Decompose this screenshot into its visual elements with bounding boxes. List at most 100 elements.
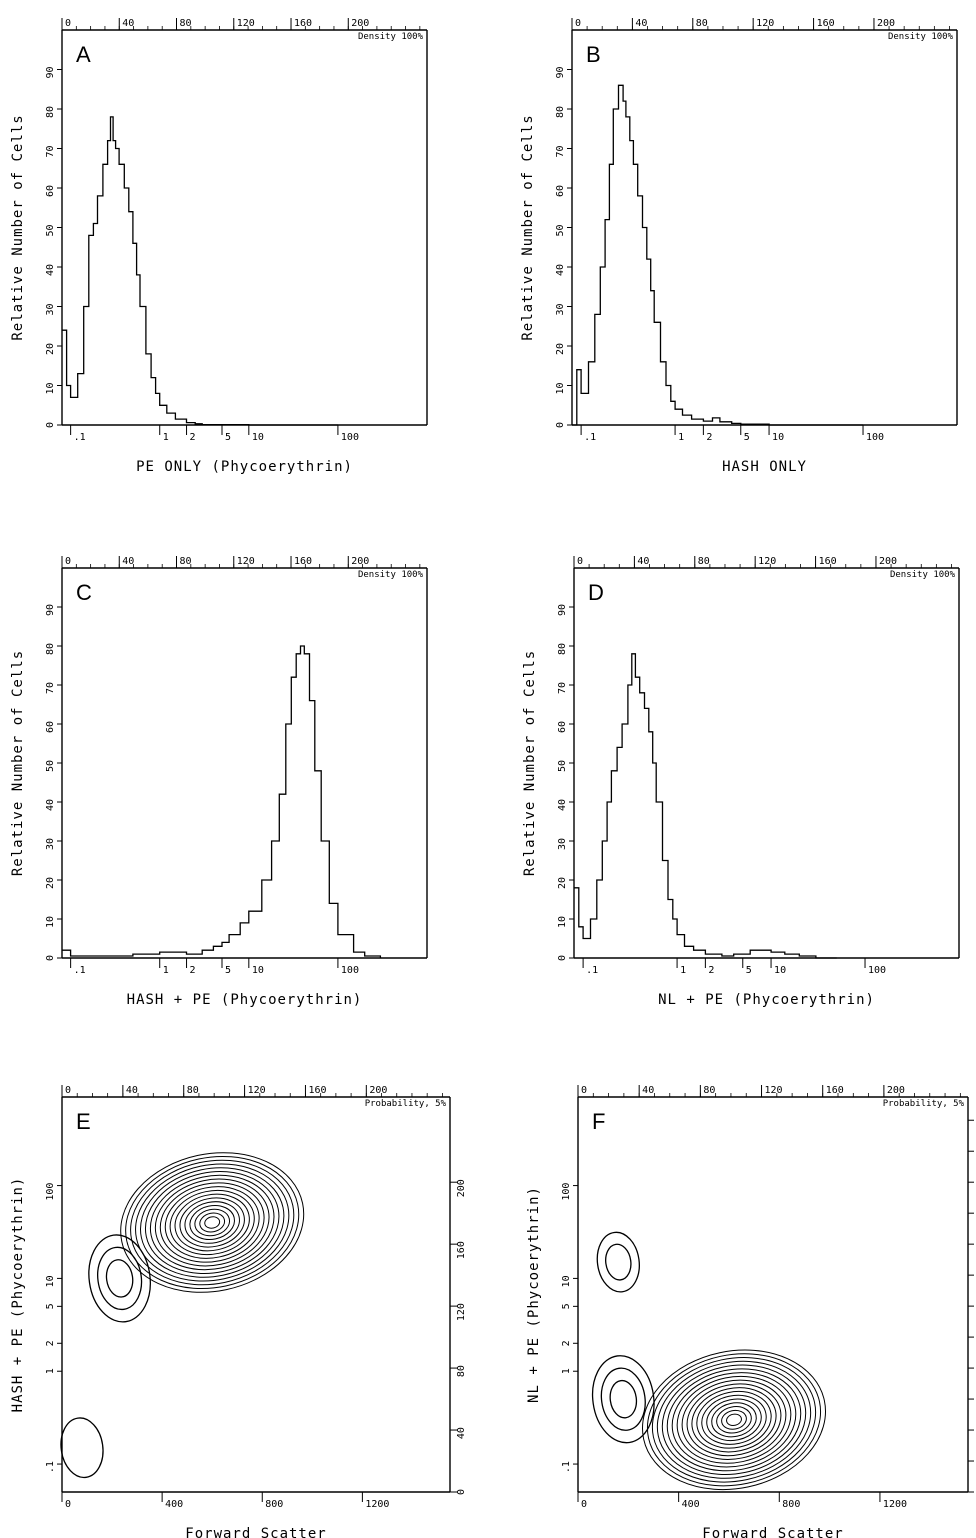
top-tick-label: 160 [294,18,312,29]
contour-ring [676,1375,792,1464]
top-tick-label: 40 [635,18,647,29]
contour-ring [716,1406,752,1434]
right-tick-label: 200 [456,1179,467,1197]
contour-ring [154,1178,270,1267]
contour-ring [120,1152,305,1293]
contour-ring [681,1379,787,1460]
contour-ring [105,1259,134,1298]
bottom-tick-label: 1200 [883,1499,907,1510]
bottom-tick-label: 2 [190,965,196,976]
contour-ring [651,1357,817,1483]
top-tick-label: 200 [351,18,369,29]
top-tick-label: 80 [180,18,192,29]
panel-letter: D [588,580,604,605]
contour-ring [726,1413,742,1426]
corner-label: Probability, 5% [365,1099,447,1109]
x-axis-title: PE ONLY (Phycoerythrin) [136,459,353,475]
contour-ring [149,1174,275,1271]
left-tick-label: 20 [555,343,566,355]
y-axis-title: Relative Number of Cells [10,114,26,340]
top-tick-label: 200 [879,556,897,567]
top-tick-label: 40 [126,1085,138,1096]
bottom-tick-label: 100 [866,432,884,443]
corner-label: Probability, 5% [883,1099,965,1109]
top-tick-label: 0 [65,18,71,29]
bottom-tick-label: 100 [868,965,886,976]
left-tick-label: .1 [561,1461,572,1473]
histogram-series-line [574,653,837,959]
right-tick-label: 40 [456,1427,467,1439]
y-axis-title: Relative Number of Cells [522,650,538,876]
contour-ring [164,1186,260,1259]
right-tick-label: 80 [456,1365,467,1377]
contour-ring [199,1212,226,1233]
left-tick-label: 90 [557,604,568,616]
bottom-tick-label: 1 [163,432,169,443]
left-tick-label: 70 [555,146,566,158]
left-tick-label: 60 [45,721,56,733]
contour-ring [174,1193,250,1252]
bottom-tick-label: 400 [165,1499,183,1510]
left-tick-label: 30 [555,304,566,316]
bottom-tick-label: .1 [584,432,596,443]
top-tick-label: 120 [237,18,255,29]
panel-letter: B [586,42,601,67]
bottom-tick-label: 2 [706,432,712,443]
left-tick-label: 80 [557,643,568,655]
top-tick-label: 200 [369,1085,387,1096]
panel-letter: E [76,1109,91,1134]
left-tick-label: 1 [561,1368,572,1374]
contour-ring [144,1171,280,1274]
left-tick-label: 80 [45,106,56,118]
top-tick-label: 40 [122,18,134,29]
top-tick-label: 80 [696,18,708,29]
x-axis-title: Forward Scatter [702,1526,843,1538]
top-tick-label: 40 [637,556,649,567]
top-tick-label: 0 [65,556,71,567]
contour-ring [97,1246,143,1311]
left-tick-label: 80 [555,106,566,118]
panel-letter: A [76,42,91,67]
top-tick-label: 0 [575,18,581,29]
left-tick-label: .1 [45,1461,56,1473]
left-tick-label: 90 [45,604,56,616]
bottom-tick-label: .1 [586,965,598,976]
contour-ring [591,1355,655,1444]
contour-ring [204,1216,221,1229]
panel-letter: F [592,1109,605,1134]
contour-ring [140,1167,285,1278]
bottom-tick-label: 100 [341,965,359,976]
right-tick-label: 120 [456,1303,467,1321]
left-tick-label: 20 [45,343,56,355]
left-tick-label: 90 [45,67,56,79]
contour-ring [605,1243,632,1281]
contour-ring [646,1353,822,1487]
top-tick-label: 0 [65,1085,71,1096]
top-tick-label: 40 [642,1085,654,1096]
left-tick-label: 1 [45,1368,56,1374]
contour-ring [88,1234,151,1323]
bottom-tick-label: .1 [74,965,86,976]
bottom-tick-label: 100 [341,432,359,443]
left-tick-label: 2 [45,1340,56,1346]
left-tick-label: 10 [45,916,56,928]
contour-ring [701,1394,767,1445]
top-tick-label: 160 [308,1085,326,1096]
left-tick-label: 40 [557,799,568,811]
y-axis-title: Relative Number of Cells [520,114,536,340]
left-tick-label: 30 [557,838,568,850]
bottom-tick-label: 0 [581,1499,587,1510]
corner-label: Density 100% [358,570,424,580]
contour-ring [706,1398,762,1442]
top-tick-label: 200 [351,556,369,567]
contour-ring [159,1182,265,1263]
left-tick-label: 50 [555,225,566,237]
top-tick-label: 160 [294,556,312,567]
top-tick-label: 0 [577,556,583,567]
contour-ring [135,1163,290,1282]
x-axis-title: HASH ONLY [722,459,807,475]
left-tick-label: 100 [45,1183,56,1201]
left-tick-label: 50 [45,760,56,772]
